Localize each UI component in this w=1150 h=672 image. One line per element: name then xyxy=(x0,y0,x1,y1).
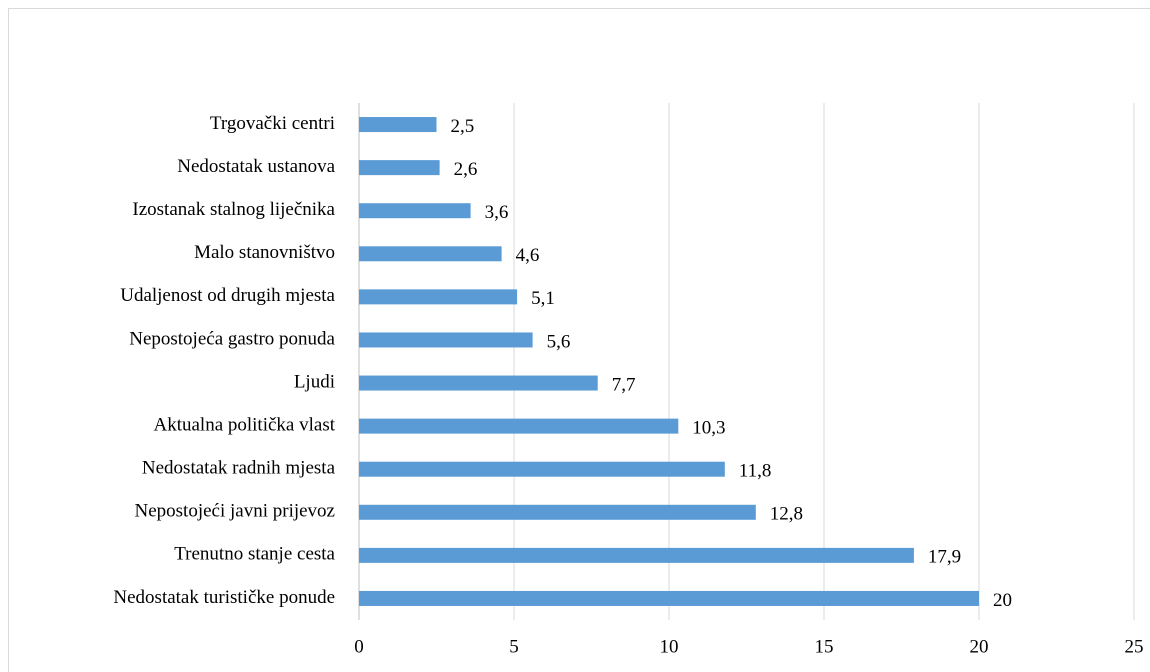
x-tick-label: 20 xyxy=(970,636,989,657)
x-tick-label: 0 xyxy=(354,636,364,657)
data-label: 3,6 xyxy=(485,202,509,223)
y-tick-label: Aktualna politička vlast xyxy=(153,414,335,435)
bar xyxy=(359,160,440,176)
bar xyxy=(359,203,471,219)
data-label: 2,5 xyxy=(451,116,475,137)
y-tick-label: Udaljenost od drugih mjesta xyxy=(120,285,335,306)
bar xyxy=(359,461,725,477)
data-label: 11,8 xyxy=(739,461,772,482)
bar xyxy=(359,547,914,563)
data-label: 4,6 xyxy=(516,245,540,266)
data-label: 20 xyxy=(993,590,1012,611)
bar xyxy=(359,375,598,391)
y-tick-label: Nedostatak ustanova xyxy=(177,156,335,177)
bar xyxy=(359,332,533,348)
bar xyxy=(359,504,756,520)
y-tick-label: Nedostatak turističke ponude xyxy=(113,587,335,608)
y-tick-label: Trgovački centri xyxy=(210,113,335,134)
y-tick-label: Nepostojeći javni prijevoz xyxy=(135,501,336,522)
x-tick-label: 25 xyxy=(1125,636,1144,657)
y-tick-label: Nedostatak radnih mjesta xyxy=(142,458,336,479)
bar xyxy=(359,289,518,305)
y-tick-label: Izostanak stalnog liječnika xyxy=(132,199,335,220)
x-tick-label: 15 xyxy=(815,636,834,657)
y-tick-label: Ljudi xyxy=(294,371,335,392)
bar xyxy=(359,117,437,133)
bar xyxy=(359,590,979,606)
y-tick-label: Nepostojeća gastro ponuda xyxy=(129,328,335,349)
y-tick-label: Trenutno stanje cesta xyxy=(174,544,335,565)
x-tick-label: 5 xyxy=(509,636,519,657)
data-label: 2,6 xyxy=(454,159,478,180)
data-label: 17,9 xyxy=(928,547,961,568)
y-tick-label: Malo stanovništvo xyxy=(194,242,335,263)
data-label: 10,3 xyxy=(692,417,725,438)
data-label: 12,8 xyxy=(770,504,803,525)
data-label: 7,7 xyxy=(612,374,636,395)
x-tick-label: 10 xyxy=(660,636,679,657)
bar xyxy=(359,418,679,434)
bar xyxy=(359,246,502,262)
data-label: 5,6 xyxy=(547,331,571,352)
data-label: 5,1 xyxy=(531,288,555,309)
